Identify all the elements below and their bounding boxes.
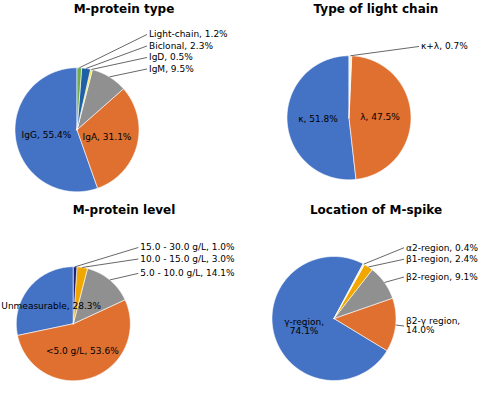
svg-text:IgD, 0.5%: IgD, 0.5%	[149, 52, 193, 62]
svg-text:α2-region, 0.4%: α2-region, 0.4%	[406, 243, 478, 253]
html-text:M-protein type: M-protein type	[73, 2, 175, 16]
svg-text:κ, 51.8%: κ, 51.8%	[298, 114, 338, 124]
html-text:Location of M-spike: Location of M-spike	[309, 203, 443, 217]
svg-text:β2-γ region,14.0%: β2-γ region,14.0%	[406, 316, 460, 335]
svg-text:15.0 - 30.0 g/L, 1.0%: 15.0 - 30.0 g/L, 1.0%	[140, 242, 235, 252]
svg-text:10.0 - 15.0 g/L, 3.0%: 10.0 - 15.0 g/L, 3.0%	[140, 254, 235, 264]
svg-text:κ+λ, 0.7%: κ+λ, 0.7%	[421, 41, 468, 51]
svg-text:λ, 47.5%: λ, 47.5%	[360, 112, 400, 122]
svg-text:<5.0 g/L, 53.6%: <5.0 g/L, 53.6%	[46, 346, 119, 356]
svg-text:Light-chain, 1.2%: Light-chain, 1.2%	[149, 29, 228, 39]
svg-text:IgA, 31.1%: IgA, 31.1%	[83, 132, 132, 142]
html-text:Type of light chain: Type of light chain	[313, 2, 439, 16]
svg-text:γ-region,74.1%: γ-region,74.1%	[284, 317, 324, 336]
svg-text:IgM, 9.5%: IgM, 9.5%	[149, 64, 194, 74]
svg-text:Unmeasurable, 28.3%: Unmeasurable, 28.3%	[1, 301, 101, 311]
svg-text:5.0 - 10.0 g/L, 14.1%: 5.0 - 10.0 g/L, 14.1%	[140, 268, 235, 278]
html-text:M-protein level: M-protein level	[72, 203, 176, 217]
svg-text:β2-region, 9.1%: β2-region, 9.1%	[406, 272, 478, 282]
svg-text:β1-region, 2.4%: β1-region, 2.4%	[406, 254, 478, 264]
svg-text:Biclonal, 2.3%: Biclonal, 2.3%	[149, 41, 213, 51]
svg-text:IgG, 55.4%: IgG, 55.4%	[22, 130, 72, 140]
